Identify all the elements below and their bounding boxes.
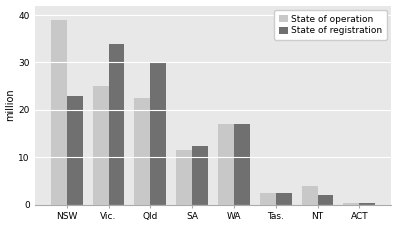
Bar (343, 203, 359, 205)
Bar (302, 186, 318, 205)
Bar (93, 86, 109, 205)
Bar (260, 193, 276, 205)
Bar (359, 203, 375, 205)
Bar (318, 195, 333, 205)
Y-axis label: million: million (6, 89, 15, 121)
Bar (67, 96, 83, 205)
Bar (51, 20, 67, 205)
Bar (109, 44, 125, 205)
Bar (150, 62, 166, 205)
Bar (192, 146, 208, 205)
Bar (135, 98, 150, 205)
Bar (276, 193, 292, 205)
Bar (234, 124, 250, 205)
Bar (176, 150, 192, 205)
Bar (218, 124, 234, 205)
Legend: State of operation, State of registration: State of operation, State of registratio… (274, 10, 387, 40)
